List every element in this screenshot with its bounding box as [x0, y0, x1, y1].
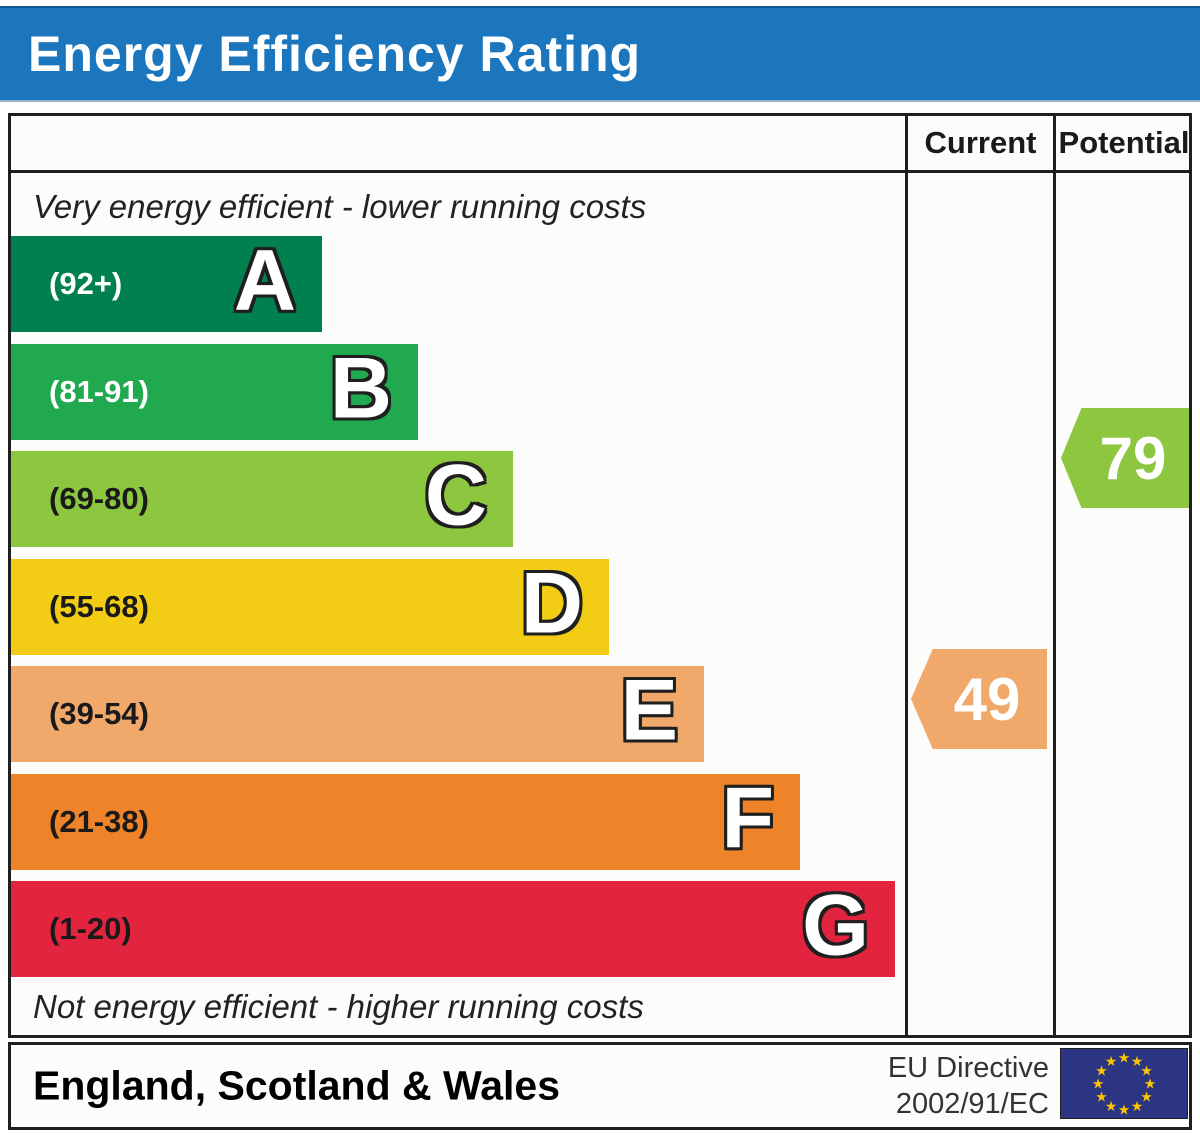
current-column-header: Current: [924, 125, 1037, 160]
current-column-divider: [905, 116, 908, 1035]
svg-text:★: ★: [1092, 1076, 1105, 1092]
footer: England, Scotland & Wales EU Directive 2…: [8, 1042, 1192, 1130]
rating-table: Current Potential Very energy efficient …: [8, 113, 1192, 1038]
band-letter: F: [721, 770, 774, 867]
svg-text:★: ★: [1118, 1050, 1131, 1066]
svg-text:★: ★: [1095, 1089, 1108, 1105]
band-range-label: (55-68): [49, 589, 149, 624]
band-range-label: (92+): [49, 266, 123, 301]
band-letter: D: [520, 555, 583, 652]
band-row-B: (81-91) B: [11, 344, 418, 440]
eu-directive-line2: 2002/91/EC: [895, 1088, 1049, 1120]
svg-text:★: ★: [1144, 1076, 1157, 1092]
band-row-G: (1-20) G: [11, 881, 895, 977]
svg-text:★: ★: [1105, 1098, 1118, 1114]
svg-text:★: ★: [1140, 1089, 1153, 1105]
band-letter: E: [620, 662, 678, 759]
region-label: England, Scotland & Wales: [33, 1062, 560, 1109]
potential-rating-value: 79: [1099, 424, 1167, 492]
current-rating-value: 49: [953, 665, 1021, 733]
eu-directive-line1: EU Directive: [887, 1052, 1049, 1084]
band-range-label: (81-91): [49, 374, 149, 409]
svg-text:★: ★: [1131, 1098, 1144, 1114]
potential-column-header: Potential: [1058, 125, 1190, 160]
top-note: Very energy efficient - lower running co…: [33, 188, 647, 225]
band-letter: C: [424, 447, 487, 544]
svg-text:★: ★: [1095, 1063, 1108, 1079]
potential-column-divider: [1053, 116, 1056, 1035]
svg-text:★: ★: [1131, 1053, 1144, 1069]
eu-directive-label: EU Directive 2002/91/EC: [888, 1050, 1049, 1122]
band-row-A: (92+) A: [11, 236, 322, 332]
band-row-F: (21-38) F: [11, 774, 800, 870]
band-range-label: (69-80): [49, 481, 149, 516]
band-letter: A: [233, 232, 296, 329]
svg-text:★: ★: [1140, 1063, 1153, 1079]
header-rule: [11, 170, 1189, 173]
eu-flag-icon: ★ ★★★★★★★★★★★: [1060, 1048, 1188, 1119]
svg-text:★: ★: [1105, 1053, 1118, 1069]
bottom-note: Not energy efficient - higher running co…: [33, 988, 644, 1025]
band-row-E: (39-54) E: [11, 666, 704, 762]
svg-text:★: ★: [1118, 1102, 1131, 1118]
potential-rating-arrow: 79: [1061, 408, 1189, 508]
page-title: Energy Efficiency Rating: [28, 26, 642, 82]
band-range-label: (1-20): [49, 911, 132, 946]
band-range-label: (21-38): [49, 804, 149, 839]
title-bar: Energy Efficiency Rating: [0, 6, 1200, 102]
band-row-D: (55-68) D: [11, 559, 609, 655]
band-letter: G: [802, 877, 869, 974]
band-row-C: (69-80) C: [11, 451, 513, 547]
band-letter: B: [329, 340, 392, 437]
band-range-label: (39-54): [49, 696, 149, 731]
current-rating-arrow: 49: [911, 649, 1047, 749]
